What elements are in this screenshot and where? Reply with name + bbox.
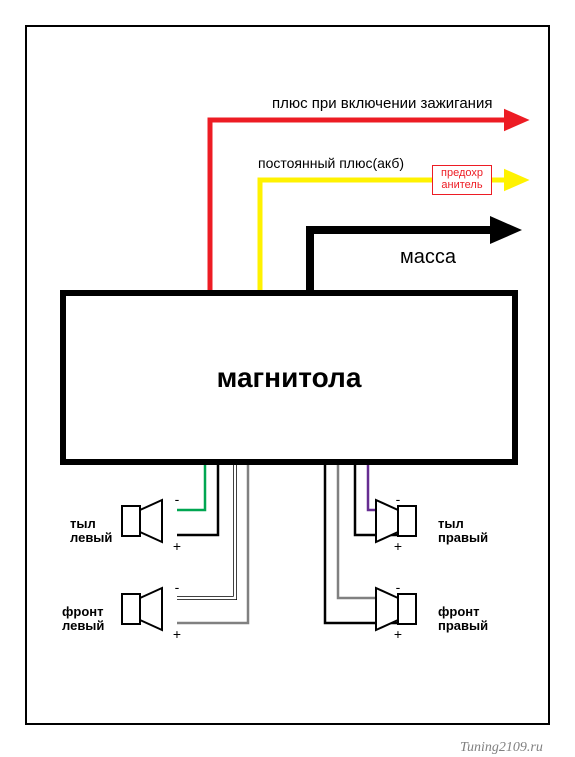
watermark: Tuning2109.ru xyxy=(460,740,543,756)
fuse-box: предохр анитель xyxy=(432,165,492,195)
rear-right-label: тыл правый xyxy=(438,517,488,546)
diagram-stage: - + - + - + - + магнитола предохр анитель плюс … xyxy=(0,0,575,757)
fuse-label: предохр анитель xyxy=(441,168,483,191)
constant-plus-label: постоянный плюс(акб) xyxy=(258,156,404,171)
front-left-label: фронт левый xyxy=(62,605,104,634)
svg-text:-: - xyxy=(396,491,401,507)
svg-text:-: - xyxy=(175,491,180,507)
head-unit-box: магнитола xyxy=(60,290,518,465)
head-unit-label: магнитола xyxy=(217,362,362,394)
ground-label: масса xyxy=(400,246,456,268)
svg-text:+: + xyxy=(173,626,181,642)
rear-left-label: тыл левый xyxy=(70,517,112,546)
svg-text:-: - xyxy=(175,579,180,595)
svg-text:+: + xyxy=(394,626,402,642)
svg-text:+: + xyxy=(173,538,181,554)
svg-text:+: + xyxy=(394,538,402,554)
front-right-label: фронт правый xyxy=(438,605,488,634)
ignition-plus-label: плюс при включении зажигания xyxy=(272,96,492,113)
svg-text:-: - xyxy=(396,579,401,595)
